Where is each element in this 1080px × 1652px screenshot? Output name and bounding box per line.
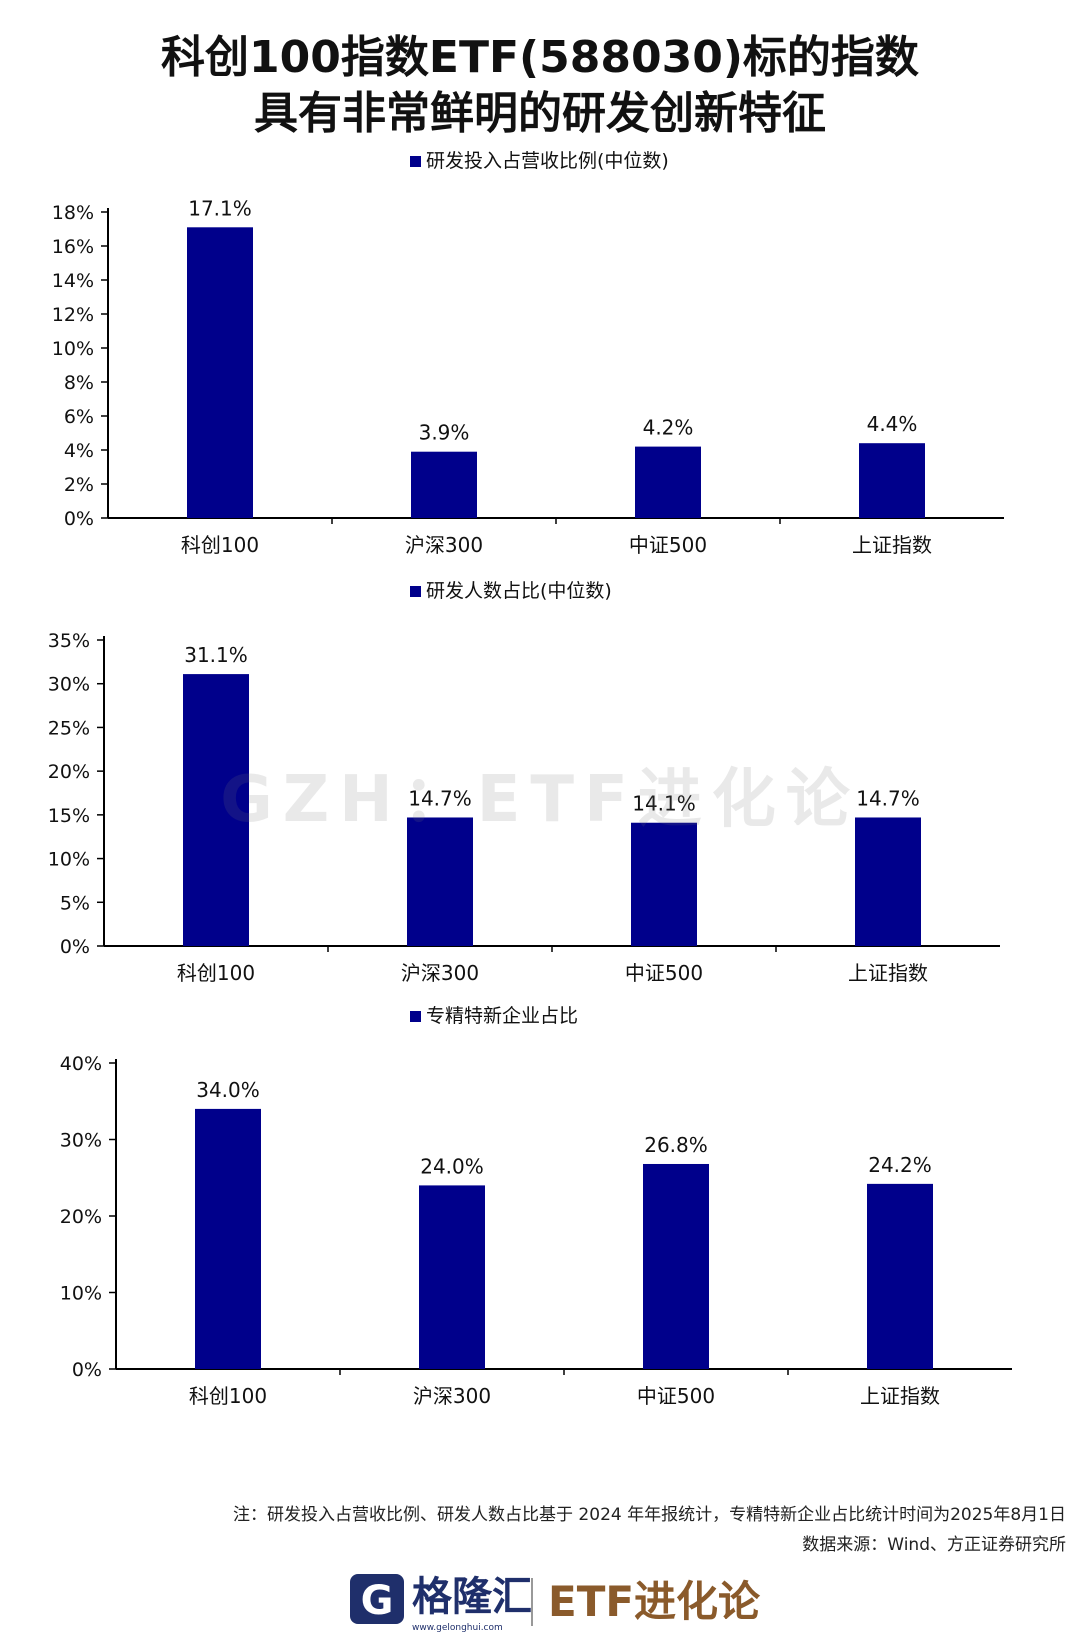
category-label: 中证500 [625, 961, 703, 985]
page-title-line-1: 科创100指数ETF(588030)标的指数 [161, 32, 919, 83]
gelonghui-logo-icon [350, 1574, 404, 1624]
y-tick-label: 10% [60, 1283, 102, 1305]
legend: 专精特新企业占比 [410, 1005, 578, 1027]
y-tick-label: 14% [52, 270, 94, 292]
data-label: 24.0% [420, 1154, 484, 1178]
bar [631, 822, 697, 946]
rd-spend-chart: 研发投入占营收比例(中位数) 0% 2% 4% 6% 8% 10% 12% 14% 16% 18% 1… [52, 150, 1004, 557]
watermark-text: GZH：ETF进化论 [220, 763, 860, 837]
legend-swatch [410, 1011, 421, 1022]
y-tick-label: 20% [48, 761, 90, 783]
bar [859, 443, 925, 518]
bar [187, 227, 253, 519]
category-label: 沪深300 [405, 533, 483, 557]
category-label: 上证指数 [860, 1384, 940, 1408]
category-label: 科创100 [189, 1384, 267, 1408]
y-tick-label: 40% [60, 1053, 102, 1075]
category-label: 中证500 [629, 533, 707, 557]
y-tick-label: 30% [60, 1130, 102, 1152]
y-tick-label: 25% [48, 717, 90, 739]
footnote: 注：研发投入占营收比例、研发人数占比基于 2024 年年报统计，专精特新企业占比… [233, 1505, 1066, 1525]
category-label: 上证指数 [848, 961, 928, 985]
y-tick-label: 2% [64, 474, 94, 496]
data-label: 24.2% [868, 1153, 932, 1177]
brand-name: ETF进化论 [548, 1577, 761, 1626]
legend: 研发投入占营收比例(中位数) [410, 150, 669, 172]
y-tick-label: 0% [72, 1359, 102, 1381]
bar [183, 674, 249, 946]
bar [855, 817, 921, 946]
y-tick-label: 0% [64, 508, 94, 530]
legend-label: 研发投入占营收比例(中位数) [426, 150, 669, 172]
y-tick-label: 18% [52, 202, 94, 224]
category-label: 沪深300 [413, 1384, 491, 1408]
y-tick-label: 8% [64, 372, 94, 394]
data-label: 14.7% [408, 786, 472, 810]
category-label: 科创100 [181, 533, 259, 557]
y-tick-label: 30% [48, 674, 90, 696]
legend-label: 专精特新企业占比 [426, 1005, 578, 1027]
y-tick-label: 10% [48, 849, 90, 871]
rd-staff-chart: 研发人数占比(中位数) 0% 5% 10% 15% 20% 25% 30% 35% 31.1% 科创… [48, 580, 1000, 985]
legend-label: 研发人数占比(中位数) [426, 580, 612, 602]
y-tick-label: 6% [64, 406, 94, 428]
y-tick-label: 10% [52, 338, 94, 360]
data-label: 4.2% [643, 416, 694, 440]
legend: 研发人数占比(中位数) [410, 580, 612, 602]
page-title-line-2: 具有非常鲜明的研发创新特征 [254, 88, 826, 139]
gelonghui-logo-glyph: G [361, 1578, 394, 1624]
legend-swatch [410, 156, 421, 167]
data-label: 3.9% [419, 421, 470, 445]
y-tick-label: 15% [48, 805, 90, 827]
y-tick-label: 20% [60, 1206, 102, 1228]
category-label: 科创100 [177, 961, 255, 985]
bar [195, 1108, 261, 1369]
data-label: 17.1% [188, 196, 252, 220]
bar [411, 451, 477, 518]
gelonghui-logo-name: 格隆汇 [412, 1574, 532, 1620]
data-label: 14.1% [632, 792, 696, 816]
footer-branding: G 格隆汇 www.gelonghui.com ETF进化论 [350, 1574, 761, 1633]
bar [635, 446, 701, 518]
data-label: 4.4% [867, 412, 918, 436]
y-tick-label: 12% [52, 304, 94, 326]
bar [643, 1163, 709, 1369]
category-label: 上证指数 [852, 533, 932, 557]
data-label: 31.1% [184, 643, 248, 667]
category-label: 沪深300 [401, 961, 479, 985]
gelonghui-logo-url: www.gelonghui.com [412, 1623, 503, 1633]
bar [867, 1183, 933, 1369]
y-tick-label: 35% [48, 630, 90, 652]
data-label: 14.7% [856, 786, 920, 810]
y-tick-label: 4% [64, 440, 94, 462]
legend-swatch [410, 586, 421, 597]
category-label: 中证500 [637, 1384, 715, 1408]
specialized-firms-chart: 专精特新企业占比 0% 10% 20% 30% 40% 34.0% 科创100 24.0% 沪深3… [60, 1005, 1012, 1408]
data-label: 26.8% [644, 1133, 708, 1157]
data-source: 数据来源：Wind、方正证券研究所 [802, 1535, 1066, 1555]
y-tick-label: 0% [60, 936, 90, 958]
data-label: 34.0% [196, 1078, 260, 1102]
y-tick-label: 5% [60, 892, 90, 914]
bar [407, 817, 473, 946]
y-tick-label: 16% [52, 236, 94, 258]
bar [419, 1185, 485, 1369]
